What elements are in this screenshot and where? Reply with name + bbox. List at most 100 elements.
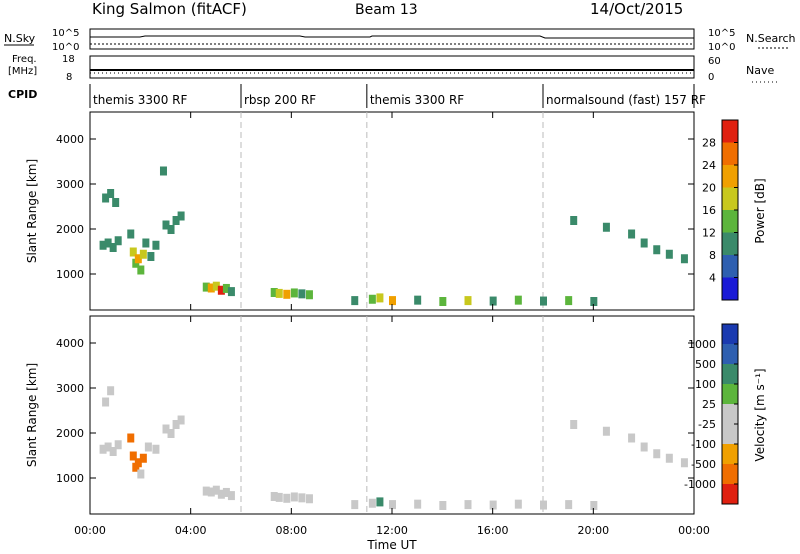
colorbar-tick-label: -500	[691, 458, 716, 471]
heatmap-cell	[109, 447, 117, 456]
colorbar-segment	[722, 364, 738, 384]
y-axis-title: Slant Range [km]	[25, 363, 39, 467]
noise-tick-low-left: 10^0	[52, 42, 79, 53]
heatmap-cell	[177, 211, 185, 221]
colorbar-segment	[722, 142, 738, 165]
heatmap-cell	[167, 429, 175, 438]
heatmap-cell	[590, 297, 598, 306]
freq-panel	[89, 55, 695, 79]
heatmap-cell	[107, 386, 115, 396]
heatmap-cell	[590, 501, 598, 510]
heatmap-cell	[129, 247, 137, 257]
station-title: King Salmon (fitACF)	[92, 0, 247, 18]
heatmap-cell	[653, 449, 661, 459]
colorbar-segment	[722, 404, 738, 424]
colorbar-segment	[722, 424, 738, 444]
heatmap-cell	[389, 500, 396, 510]
y-tick-label: 3000	[56, 382, 84, 395]
y-tick-label: 2000	[56, 427, 84, 440]
heatmap-cell	[109, 243, 117, 252]
heatmap-cell	[565, 296, 573, 306]
heatmap-cell	[134, 254, 142, 264]
heatmap-cell	[628, 229, 636, 239]
colorbar-tick-label: -1000	[684, 478, 716, 491]
noise-tick-high-right: 10^5	[708, 28, 735, 39]
colorbar-title: Velocity [m s⁻¹]	[753, 368, 767, 461]
heatmap-cell	[305, 290, 313, 300]
heatmap-cell	[104, 238, 112, 248]
y-tick-label: 4000	[56, 133, 84, 146]
heatmap-cell	[147, 252, 155, 261]
heatmap-cell	[127, 229, 135, 239]
freq-unit-label: [MHz]	[8, 66, 37, 77]
heatmap-cell	[159, 166, 167, 176]
heatmap-cell	[114, 440, 122, 450]
cpid-row: themis 3300 RF rbsp 200 RF themis 3300 RF n…	[89, 84, 706, 108]
heatmap-cell	[177, 415, 185, 425]
heatmap-cell	[305, 494, 313, 504]
heatmap-cell	[439, 501, 447, 510]
colorbar-tick-label: 28	[702, 137, 716, 150]
colorbar-segment	[722, 255, 738, 278]
heatmap-cell	[270, 492, 278, 501]
colorbar-segment	[722, 232, 738, 255]
plot-frame	[89, 315, 695, 515]
heatmap-cell	[112, 198, 120, 207]
colorbar-tick-label: -25	[698, 418, 716, 431]
heatmap-cell	[222, 487, 230, 497]
colorbar-tick-label: 24	[702, 159, 716, 172]
heatmap-cell	[137, 265, 145, 275]
cpid-label: CPID	[8, 88, 37, 101]
heatmap-cell	[414, 499, 422, 509]
power-panel: 1000 2000 3000 4000 Slant Range [km] 4 8 12 16 20…	[25, 111, 767, 311]
heatmap-cell	[227, 491, 235, 501]
x-tick-label: 12:00	[376, 524, 408, 537]
colorbar-tick-label: 1000	[688, 338, 716, 351]
heatmap-cell	[207, 487, 215, 497]
heatmap-cell	[540, 500, 547, 510]
heatmap-cell	[270, 288, 278, 297]
colorbar-segment	[722, 324, 738, 344]
colorbar-tick-label: 8	[709, 249, 716, 262]
heatmap-cell	[368, 498, 376, 508]
heatmap-cell	[602, 222, 610, 232]
heatmap-cell	[464, 296, 472, 306]
heatmap-cell	[99, 444, 107, 454]
y-tick-label: 4000	[56, 337, 84, 350]
heatmap-cell	[144, 442, 152, 452]
colorbar-segment	[722, 187, 738, 210]
x-tick-label: 00:00	[74, 524, 106, 537]
y-tick-label: 3000	[56, 178, 84, 191]
heatmap-cell	[152, 444, 160, 454]
x-axis-title: Time UT	[366, 538, 417, 552]
x-tick-label: 20:00	[577, 524, 609, 537]
colorbar-tick-label: 20	[702, 182, 716, 195]
colorbar-tick-label: 16	[702, 204, 716, 217]
heatmap-cell	[134, 458, 142, 468]
colorbar-segment	[722, 120, 738, 143]
colorbar-tick-label: 25	[702, 398, 716, 411]
heatmap-cell	[283, 493, 291, 503]
colorbar-tick-label: 500	[695, 358, 716, 371]
heatmap-cell	[640, 238, 648, 248]
heatmap-cell	[217, 285, 225, 295]
colorbar-tick-label: -100	[691, 438, 716, 451]
heatmap-cell	[570, 420, 578, 429]
colorbar-tick-label: 100	[695, 378, 716, 391]
cpid-segment-label: themis 3300 RF	[93, 93, 187, 107]
heatmap-cell	[212, 281, 220, 291]
heatmap-cell	[514, 295, 522, 305]
heatmap-cell	[275, 288, 283, 298]
heatmap-cell	[489, 500, 497, 510]
colorbar-title: Power [dB]	[753, 178, 767, 243]
heatmap-cell	[207, 283, 215, 293]
freq-label: Freq.	[12, 54, 37, 65]
x-tick-label: 08:00	[275, 524, 307, 537]
freq-tick-high: 18	[62, 54, 75, 65]
heatmap-cell	[640, 442, 648, 452]
heatmap-cell	[222, 283, 230, 293]
heatmap-cell	[351, 500, 359, 510]
heatmap-cell	[514, 499, 522, 509]
nave-tick-low: 0	[708, 72, 714, 83]
